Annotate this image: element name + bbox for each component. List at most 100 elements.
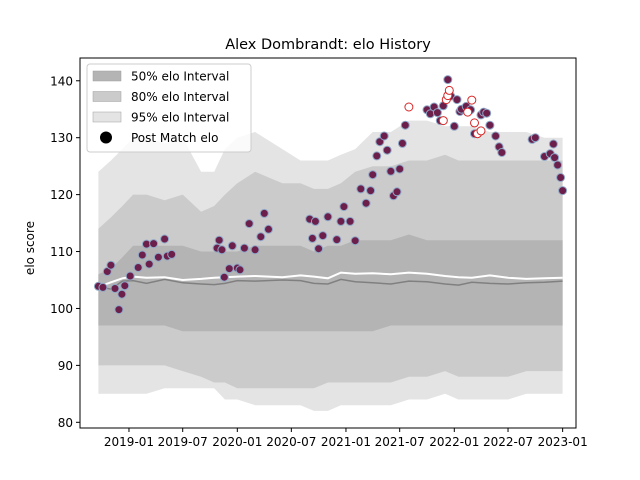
post-match-point [239,243,249,253]
chart-title: Alex Dombrandt: elo History [225,37,431,53]
post-match-point [432,108,442,118]
y-tick-label: 120 [50,188,73,202]
median-line [98,278,563,290]
post-match-point [379,131,389,141]
post-match-point [259,208,269,218]
post-match-point [117,289,127,299]
post-match-point [395,164,405,174]
post-match-point [137,250,147,260]
open-point [476,126,486,136]
post-match-point [345,216,355,226]
post-match-point [336,216,346,226]
post-match-point [98,282,108,292]
y-tick-label: 130 [50,131,73,145]
plot-frame [79,57,577,429]
post-match-point [550,153,560,163]
legend-marker-post [100,131,112,144]
legend-label: 95% elo Interval [131,111,229,125]
post-match-point [366,186,376,196]
x-tick-label: 2022-07 [483,435,533,449]
post-match-point [314,244,324,254]
post-match-point [167,249,177,259]
post-match-point [125,271,135,281]
post-match-point [264,224,273,234]
post-match-point [556,173,566,182]
post-match-point [350,236,360,246]
post-match-point [219,272,229,282]
post-match-point [217,245,227,255]
x-tick-label: 2019-07 [158,435,208,449]
legend-label: Post Match elo [131,131,218,145]
post-match-point [553,160,563,170]
post-match-point [339,202,349,212]
post-match-point [482,108,492,118]
post-match-point [323,212,333,222]
post-match-point [491,131,501,141]
post-match-point [397,138,407,148]
post-match-point [307,233,317,243]
post-match-point [110,284,120,293]
post-match-point [160,234,170,244]
post-match-point [149,239,159,249]
post-match-point [235,265,245,275]
x-tick-label: 2021-01 [321,435,371,449]
post-match-point [250,245,260,255]
legend-swatch-band50 [92,70,122,82]
y-axis-label: elo score [23,221,37,275]
post-match-point [224,264,234,274]
post-match-point [548,139,558,149]
post-match-point [106,260,116,270]
post-match-point [153,252,163,262]
post-match-point [144,259,154,269]
post-match-point [530,133,540,143]
post-match-point [372,151,382,161]
post-match-point [452,95,462,105]
x-tick-label: 2020-01 [212,435,262,449]
open-point [470,118,479,128]
post-match-point [356,184,366,194]
legend: 50% elo Interval 80% elo Interval 95% elo … [86,63,252,153]
y-tick-label: 110 [50,245,73,259]
post-match-point [382,145,392,155]
open-point [438,116,448,126]
post-match-point [256,232,266,242]
post-match-point [392,187,402,197]
post-match-point [449,121,459,131]
x-tick-label: 2023-01 [538,435,588,449]
legend-swatch-band80 [92,91,122,102]
open-point [467,95,477,105]
post-match-point [443,75,453,85]
y-tick-label: 100 [50,302,73,316]
post-match-point [318,231,328,241]
x-tick-label: 2022-01 [429,435,479,449]
post-match-point [400,120,410,130]
post-match-point [485,120,495,130]
post-match-point [386,166,396,176]
post-match-point [310,216,320,226]
post-match-point [114,305,124,315]
open-point [444,85,454,95]
post-match-point [368,170,378,180]
legend-box [86,63,252,153]
open-point [463,107,473,117]
post-match-point [214,235,224,245]
legend-label: 50% elo Interval [131,70,229,84]
plot-area: 80 90 100 110 120 130 140 2019-01 2019-07 2020-01… [50,57,588,449]
post-match-point [361,198,371,208]
post-match-point [558,186,568,196]
legend-swatch-band95 [92,111,122,123]
y-tick-label: 140 [50,74,73,88]
y-tick-label: 80 [58,416,73,430]
post-match-point [133,263,143,272]
mean-line [98,271,563,288]
y-tick-label: 90 [58,359,73,373]
post-match-point [120,281,130,291]
post-match-point [227,241,237,251]
post-match-point [497,148,507,157]
post-match-point [244,219,254,229]
legend-label: 80% elo Interval [131,90,229,104]
x-tick-label: 2020-07 [266,435,316,449]
x-tick-label: 2019-01 [104,435,154,449]
post-match-point [332,235,342,245]
